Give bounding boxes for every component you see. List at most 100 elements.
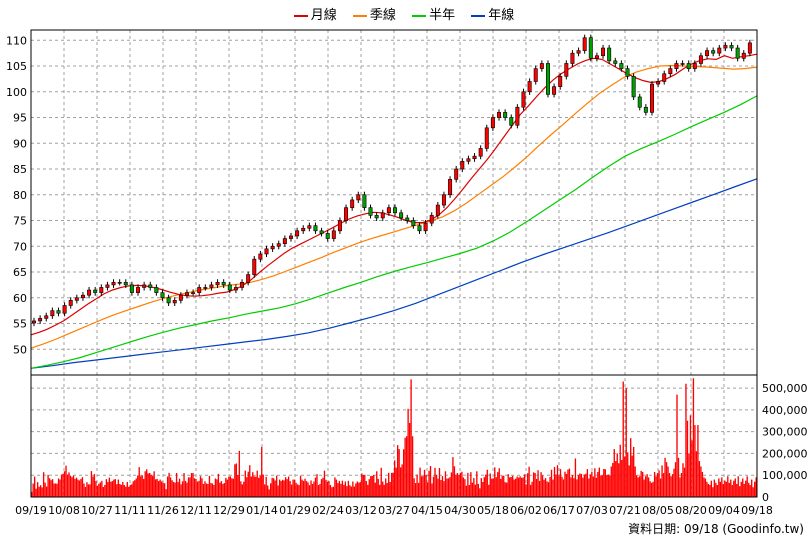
volume-bar [748, 482, 750, 497]
volume-bar [278, 479, 281, 497]
volume-bar [116, 484, 118, 497]
candle-body [154, 287, 159, 293]
volume-bar [695, 451, 698, 497]
volume-bar [352, 481, 354, 497]
volume-bar [93, 474, 96, 497]
volume-bar [368, 479, 370, 497]
volume-bar [492, 478, 494, 497]
volume-bar [683, 467, 686, 497]
volume-bar [241, 484, 243, 497]
candle-body [80, 294, 85, 299]
candle-body [87, 289, 92, 296]
volume-bar [111, 481, 114, 497]
candle-body [680, 63, 685, 65]
candle-body [435, 204, 440, 216]
volume-bar [555, 474, 557, 497]
candle-body [417, 225, 422, 232]
volume-bar [500, 478, 502, 497]
volume-bar [129, 485, 131, 497]
volume-bar [414, 483, 417, 497]
volume-bar [356, 481, 358, 497]
candle-body [178, 294, 183, 301]
volume-bar [392, 472, 394, 497]
candle-body [197, 287, 202, 293]
volume-bar [402, 449, 405, 497]
volume-bar [535, 478, 538, 497]
volume-bar [447, 478, 450, 497]
volume-bar [178, 478, 181, 497]
volume-bar [101, 480, 103, 497]
volume-bar [698, 461, 701, 497]
volume-bar [701, 471, 704, 497]
candle-body [264, 248, 269, 255]
volume-bar [107, 481, 109, 497]
volume-bar [751, 479, 753, 497]
volume-bar [719, 481, 721, 497]
volume-bar [86, 482, 88, 497]
volume-bar [68, 472, 70, 497]
candle-body [539, 63, 544, 69]
volume-bar [394, 460, 396, 497]
volume-bar [743, 483, 745, 497]
volume-bar [249, 465, 251, 497]
volume-bar [727, 476, 729, 497]
volume-bar [244, 470, 246, 497]
volume-bar [349, 485, 351, 497]
candle-body [650, 83, 654, 113]
volume-bar [36, 482, 39, 497]
volume-bar [641, 471, 644, 497]
volume-bar [423, 469, 426, 497]
candle-body [331, 230, 336, 239]
y-tick-label: 60 [13, 292, 27, 305]
volume-bar [417, 482, 420, 497]
volume-bar [343, 484, 345, 497]
volume-bar [512, 475, 514, 497]
volume-bar [96, 485, 99, 497]
volume-bar [679, 477, 681, 497]
x-tick-label: 04/15 [411, 504, 443, 517]
volume-bar [553, 466, 556, 497]
volume-bar [579, 473, 581, 497]
volume-bar [456, 473, 459, 497]
volume-bar [131, 484, 133, 497]
volume-bar [308, 485, 311, 497]
volume-bar [220, 481, 223, 497]
candle-body [319, 230, 324, 234]
x-tick-label: 08/05 [642, 504, 674, 517]
volume-bar [513, 479, 515, 497]
volume-bar [667, 466, 669, 497]
volume-bar [749, 485, 751, 497]
volume-bar [510, 476, 512, 497]
volume-bar [386, 483, 388, 497]
volume-bar [627, 452, 629, 497]
volume-bar [301, 479, 303, 497]
candle-body [741, 52, 746, 59]
volume-bar [464, 479, 466, 497]
volume-bar [213, 485, 215, 497]
volume-bar [501, 475, 503, 497]
volume-bar [181, 481, 184, 497]
volume-bar [658, 470, 660, 497]
x-tick-label: 11/11 [114, 504, 146, 517]
volume-bar [653, 471, 656, 497]
volume-bar [486, 469, 488, 497]
volume-bar [364, 474, 366, 497]
volume-bar [638, 476, 641, 497]
grid-lines [30, 30, 758, 498]
volume-bar [256, 470, 258, 497]
volume-bar [216, 479, 218, 497]
volume-bar [271, 477, 273, 497]
volume-tick-label: 300,000 [762, 426, 808, 439]
legend-item-year: 年線 [471, 4, 514, 23]
volume-bar [128, 486, 130, 497]
volume-bar [455, 474, 457, 497]
volume-bar [571, 474, 574, 497]
volume-bar [60, 474, 63, 497]
volume-bar [706, 481, 708, 497]
x-tick-label: 06/02 [510, 504, 542, 517]
volume-bar [268, 489, 270, 497]
volume-bar [600, 475, 602, 497]
volume-bar [594, 468, 596, 497]
volume-bar [691, 440, 693, 497]
